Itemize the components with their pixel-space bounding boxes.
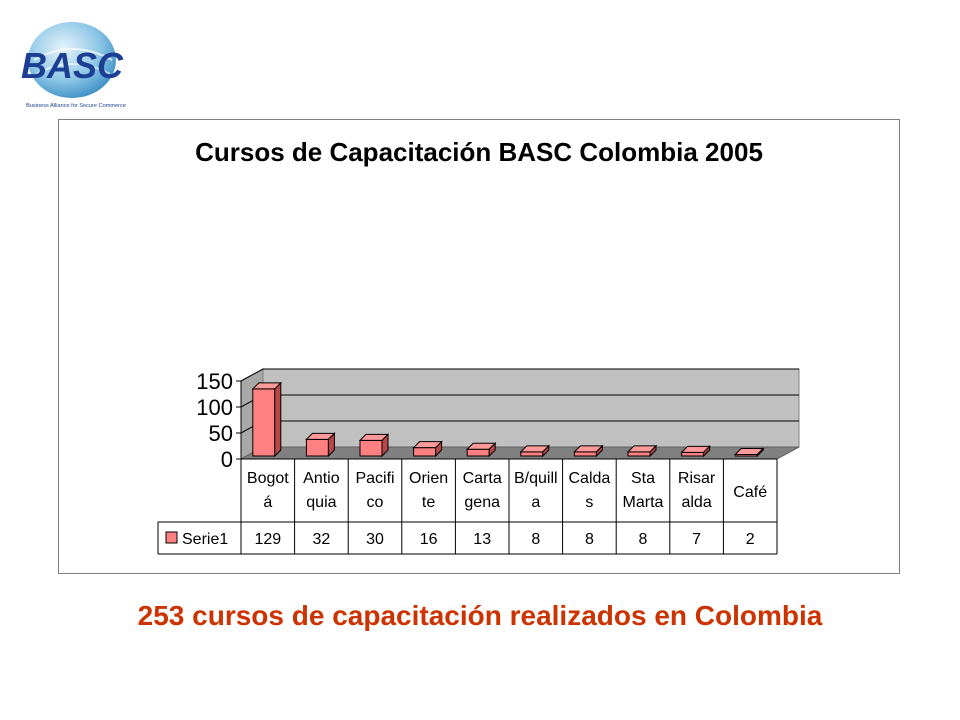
category-label: Sta: [631, 470, 655, 487]
data-value-label: 30: [366, 531, 384, 548]
chart-title: Cursos de Capacitación BASC Colombia 200…: [195, 137, 763, 167]
data-value-label: 2: [746, 531, 755, 548]
logo-text: BASC: [21, 45, 124, 86]
category-label: co: [367, 494, 384, 511]
bar-side: [381, 433, 389, 458]
bar-side: [756, 447, 764, 458]
bar: [573, 444, 604, 458]
summary-caption: 253 cursos de capacitación realizados en…: [137, 600, 823, 631]
chart-frame: [58, 119, 900, 574]
y-tick-label: 100: [196, 395, 233, 420]
bar-front: [359, 439, 383, 457]
bar-side: [274, 381, 282, 458]
bar-side: [435, 440, 443, 458]
category-label: Carta: [463, 470, 502, 487]
category-label: Pacifi: [355, 470, 394, 487]
bar-front: [305, 438, 329, 457]
y-tick-label: 0: [221, 447, 233, 472]
data-value-label: 7: [692, 531, 701, 548]
bar-front: [627, 451, 651, 457]
bar-chart: Cursos de Capacitación BASC Colombia 200…: [157, 137, 800, 555]
category-label: gena: [464, 494, 500, 511]
bar: [412, 440, 443, 458]
category-label: s: [585, 494, 593, 511]
bar-front: [466, 448, 490, 457]
bar: [680, 445, 711, 458]
logo-tagline: Business Alliance for Secure Commerce: [26, 103, 126, 109]
category-label: Risar: [678, 470, 716, 487]
bar-side: [488, 442, 496, 458]
chart-back-wall: [262, 368, 800, 448]
legend-label: Serie1: [182, 531, 228, 548]
bar-front: [252, 388, 276, 457]
category-label: quia: [306, 494, 336, 511]
category-label: á: [263, 494, 272, 511]
bar-front: [573, 451, 597, 457]
data-value-label: 13: [473, 531, 491, 548]
bar-side: [595, 444, 603, 458]
bar: [733, 447, 765, 458]
data-value-label: 129: [254, 531, 281, 548]
bar-side: [649, 444, 657, 458]
data-value-label: 16: [420, 531, 438, 548]
bar: [305, 432, 336, 458]
category-label: a: [531, 494, 540, 511]
bar-front: [681, 451, 705, 457]
bar-front: [413, 447, 437, 457]
category-label: Calda: [568, 470, 610, 487]
data-value-label: 8: [531, 531, 540, 548]
category-label: Orien: [409, 470, 448, 487]
y-gridline: [240, 368, 799, 382]
category-label: Bogot: [247, 470, 289, 487]
bar-side: [703, 445, 711, 458]
bar: [358, 433, 390, 458]
data-value-label: 32: [313, 531, 331, 548]
y-tick-label: 150: [196, 369, 233, 394]
y-tick-label: 50: [209, 421, 233, 446]
category-label: Antio: [303, 470, 340, 487]
bar: [519, 444, 551, 458]
basc-logo: BASC Business Alliance for Secure Commer…: [14, 20, 139, 112]
category-label: te: [422, 494, 435, 511]
category-label: B/quill: [514, 470, 558, 487]
bar-side: [327, 432, 335, 458]
bar-side: [542, 444, 550, 458]
bar: [626, 444, 658, 458]
bar: [465, 442, 497, 458]
legend-swatch: [165, 531, 178, 544]
data-value-label: 8: [585, 531, 594, 548]
category-label: Marta: [623, 494, 664, 511]
data-value-label: 8: [639, 531, 648, 548]
bar-front: [520, 451, 544, 457]
category-label: Café: [733, 484, 767, 501]
bar: [251, 381, 283, 458]
category-label: alda: [681, 494, 711, 511]
